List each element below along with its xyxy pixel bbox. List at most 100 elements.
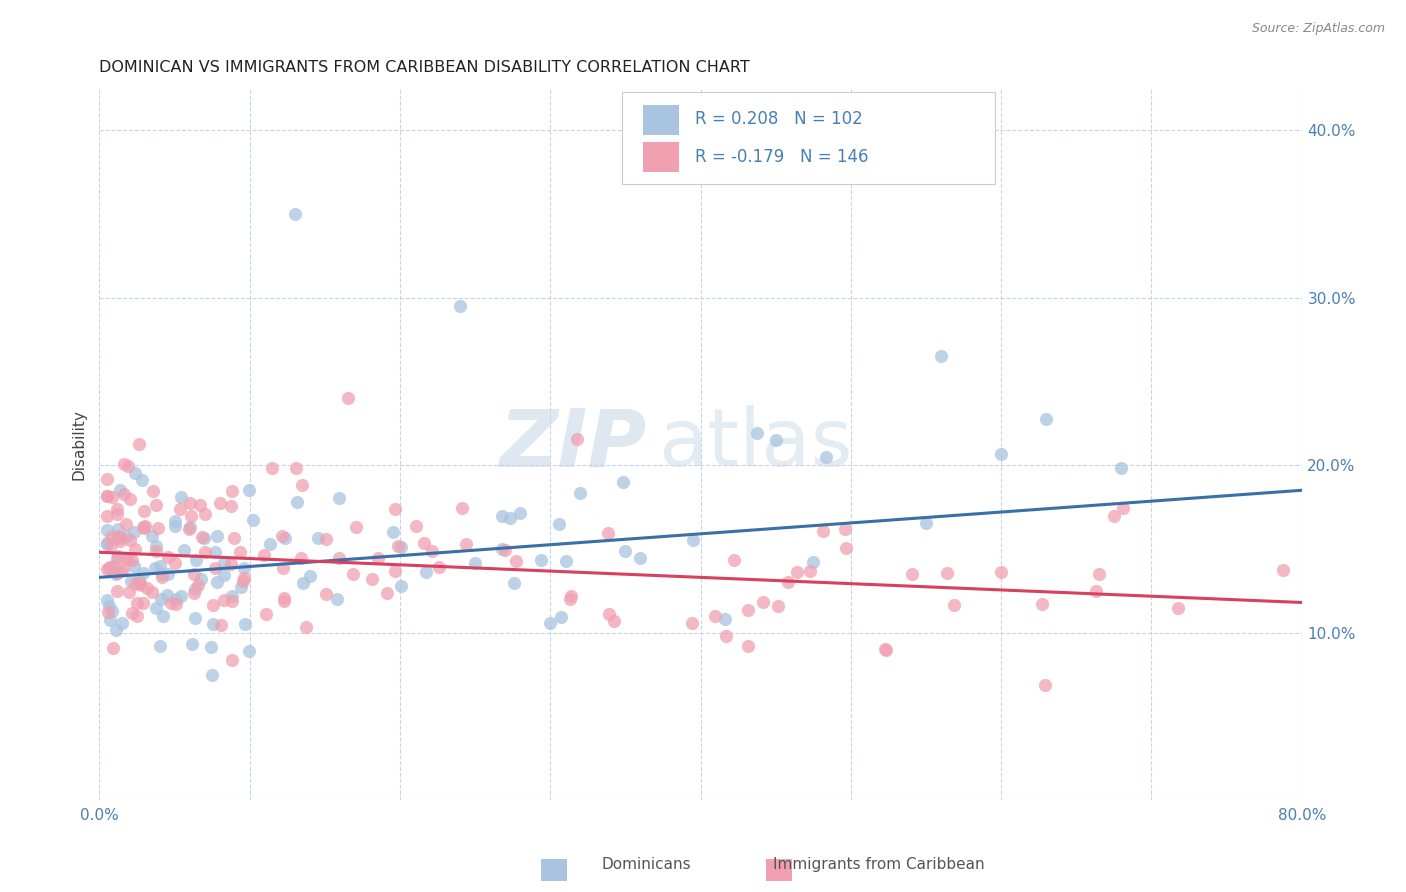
Point xyxy=(221,594,243,608)
Point xyxy=(97,599,120,613)
Point xyxy=(121,552,143,566)
Point xyxy=(156,588,179,602)
Point xyxy=(207,574,229,589)
Point xyxy=(135,581,157,595)
Point xyxy=(387,539,409,553)
Point xyxy=(142,484,165,499)
Point xyxy=(114,550,136,565)
Point xyxy=(180,508,202,523)
Point xyxy=(124,576,146,591)
Point xyxy=(105,566,128,580)
Point xyxy=(122,559,145,574)
Point xyxy=(786,565,808,579)
Point xyxy=(751,594,773,608)
Point xyxy=(120,491,142,506)
Point xyxy=(145,498,167,512)
Text: atlas: atlas xyxy=(658,405,853,483)
Point xyxy=(156,567,179,582)
Point xyxy=(141,585,163,599)
Point xyxy=(181,637,204,651)
Bar xyxy=(643,104,679,135)
Point xyxy=(502,575,524,590)
Point xyxy=(274,531,297,545)
Point xyxy=(108,483,131,498)
Point xyxy=(384,501,406,516)
Point xyxy=(901,566,924,581)
Point xyxy=(873,642,896,657)
Point xyxy=(108,534,131,549)
Point xyxy=(602,614,624,628)
Point xyxy=(112,562,135,576)
Text: DOMINICAN VS IMMIGRANTS FROM CARIBBEAN DISABILITY CORRELATION CHART: DOMINICAN VS IMMIGRANTS FROM CARIBBEAN D… xyxy=(100,60,751,75)
Point xyxy=(1167,600,1189,615)
Point xyxy=(96,593,118,607)
Point xyxy=(367,551,389,566)
Point xyxy=(221,589,243,603)
Point xyxy=(222,531,245,545)
Point xyxy=(214,593,236,607)
Point xyxy=(101,640,124,655)
Point xyxy=(212,556,235,570)
Point xyxy=(342,566,364,581)
Point xyxy=(505,554,527,568)
Y-axis label: Disability: Disability xyxy=(72,409,86,480)
Point xyxy=(156,550,179,565)
Point xyxy=(554,554,576,568)
Point xyxy=(682,533,704,547)
Point xyxy=(294,620,316,634)
Point xyxy=(104,566,127,581)
Point xyxy=(326,591,349,606)
Point xyxy=(238,644,260,658)
Point xyxy=(107,522,129,536)
Point xyxy=(1111,461,1133,475)
Point xyxy=(291,477,314,491)
Point xyxy=(815,450,838,465)
Point xyxy=(165,592,187,607)
Point xyxy=(132,566,155,580)
Point xyxy=(360,572,382,586)
Point xyxy=(737,603,759,617)
Point xyxy=(111,615,134,630)
Point xyxy=(105,502,128,516)
Point xyxy=(117,458,139,473)
Point xyxy=(107,549,129,563)
Point xyxy=(737,639,759,653)
Point xyxy=(105,624,128,638)
Point xyxy=(100,603,122,617)
Point xyxy=(270,529,292,543)
Point xyxy=(200,640,222,654)
Point xyxy=(96,509,118,524)
Point xyxy=(128,437,150,451)
Point xyxy=(124,542,146,557)
Point xyxy=(530,552,553,566)
Point xyxy=(170,490,193,504)
Point xyxy=(538,616,561,631)
FancyBboxPatch shape xyxy=(623,92,995,185)
Point xyxy=(131,473,153,487)
Point xyxy=(328,491,350,505)
Point xyxy=(229,545,252,559)
Point xyxy=(943,598,966,612)
Point xyxy=(96,489,118,503)
Point xyxy=(565,432,588,446)
Point xyxy=(149,640,172,654)
Point xyxy=(935,566,957,581)
Point xyxy=(165,597,187,611)
Point xyxy=(703,608,725,623)
Point xyxy=(141,529,163,543)
Point xyxy=(145,543,167,558)
Point xyxy=(598,607,620,622)
Point xyxy=(630,550,652,565)
Point xyxy=(205,529,228,543)
Point xyxy=(221,499,243,513)
Point xyxy=(242,513,264,527)
Point xyxy=(100,530,122,544)
Point xyxy=(187,578,209,592)
Point xyxy=(128,573,150,587)
Point xyxy=(284,207,307,221)
Point xyxy=(558,592,581,607)
Point xyxy=(169,502,191,516)
Point xyxy=(238,483,260,497)
Point xyxy=(202,598,225,612)
Point xyxy=(194,507,217,521)
